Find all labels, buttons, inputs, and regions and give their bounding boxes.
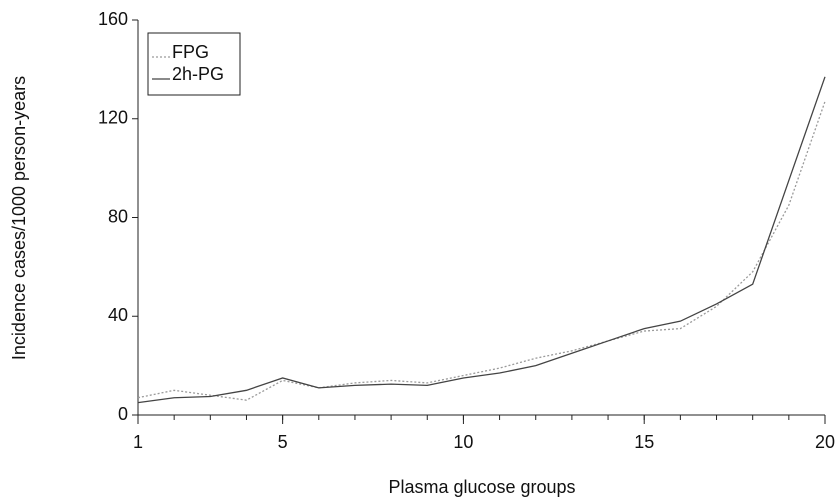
x-axis-label: Plasma glucose groups	[388, 477, 575, 497]
legend-label: 2h-PG	[172, 64, 224, 84]
y-tick-label: 160	[98, 9, 128, 29]
x-tick-label: 10	[453, 432, 473, 452]
x-tick-label: 15	[634, 432, 654, 452]
series-line	[137, 101, 826, 401]
legend-box	[147, 32, 241, 96]
x-tick-label: 5	[278, 432, 288, 452]
x-tick-label: 1	[133, 432, 143, 452]
series-line	[137, 76, 826, 404]
legend-label: FPG	[172, 42, 209, 62]
y-tick-label: 120	[98, 108, 128, 128]
y-tick-label: 80	[108, 206, 128, 226]
y-tick-label: 0	[118, 404, 128, 424]
y-tick-label: 40	[108, 305, 128, 325]
y-axis-label: Incidence cases/1000 person-years	[9, 76, 29, 360]
x-tick-label: 20	[815, 432, 835, 452]
